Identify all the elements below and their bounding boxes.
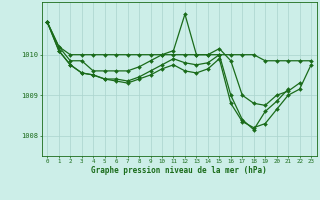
X-axis label: Graphe pression niveau de la mer (hPa): Graphe pression niveau de la mer (hPa) xyxy=(91,166,267,175)
